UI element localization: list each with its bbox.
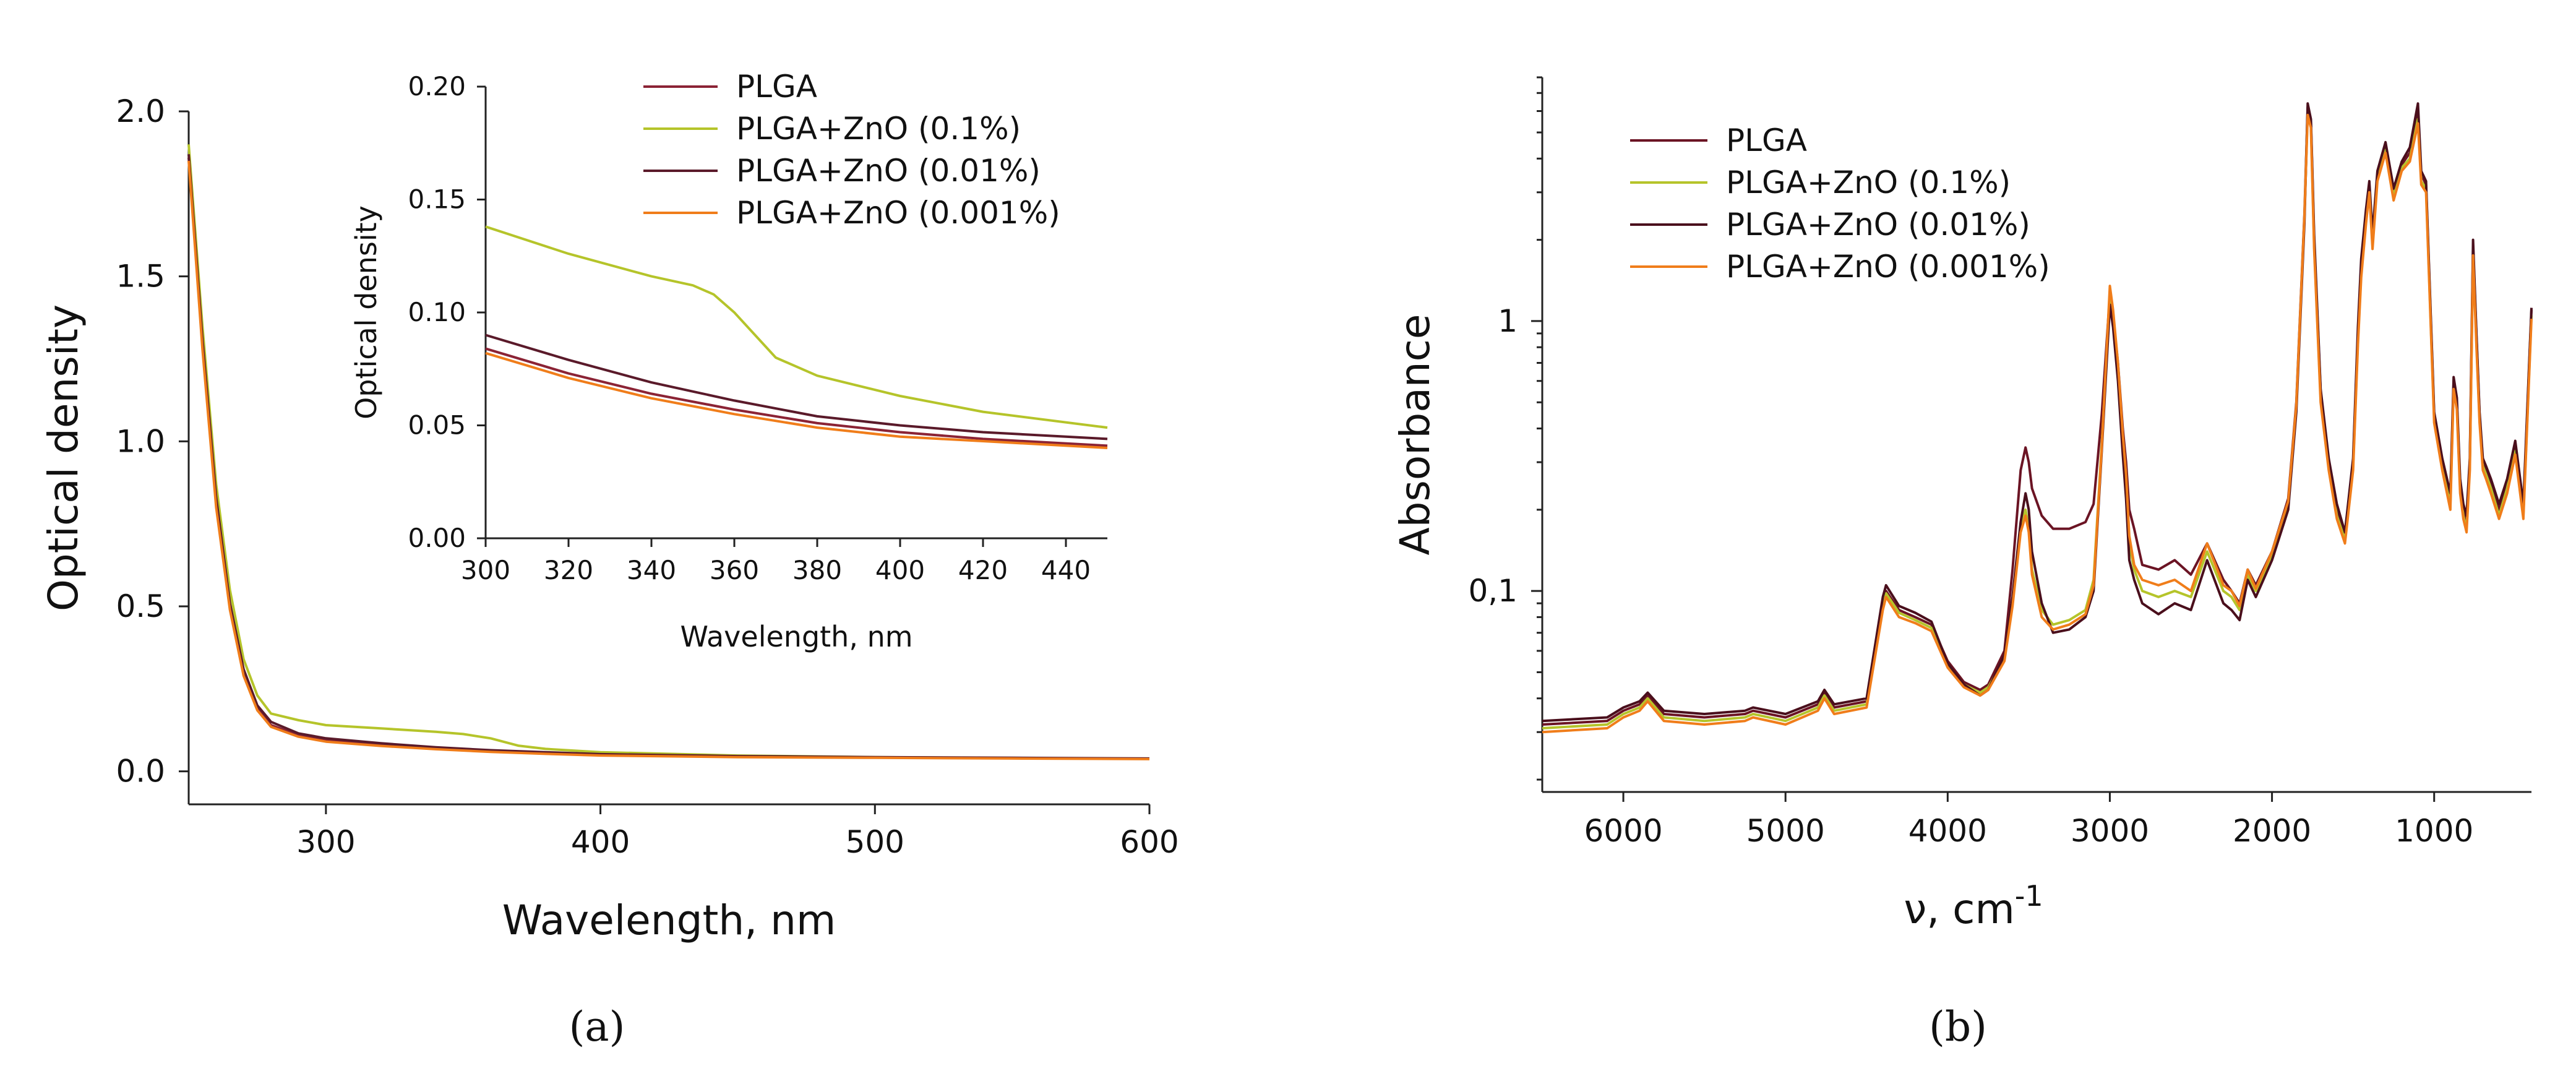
panel-b-axes: 0,1 1 6000 5000 4000 3000 2000 1000 ν, cm-1 Absor… <box>1391 76 2531 933</box>
panel-b-x-tick-label: 3000 <box>2071 813 2149 849</box>
panel-a-label: (a) <box>569 1003 625 1051</box>
panel-a-inset-x-tick-label: 440 <box>1041 555 1091 585</box>
panel-b-x-tick-label: 5000 <box>1746 813 1825 849</box>
panel-a-inset-x-tick-label: 420 <box>958 555 1008 585</box>
panel-a-inset-series-line-1 <box>485 225 1108 429</box>
panel-b-legend: PLGA PLGA+ZnO (0.1%) PLGA+ZnO (0.01%) PLGA+… <box>1630 123 2050 285</box>
panel-b-legend-label: PLGA+ZnO (0.001%) <box>1726 249 2050 285</box>
panel-a-x-tick-label: 600 <box>1120 824 1179 860</box>
panel-a-main-series <box>187 144 1150 760</box>
panel-a-inset-x-tick-label: 380 <box>792 555 842 585</box>
panel-b-x-tick-label: 6000 <box>1584 813 1662 849</box>
panel-b-x-axis-title: ν, cm-1 <box>1904 879 2043 933</box>
panel-a-y-tick-label: 0.5 <box>116 588 165 624</box>
panel-b-x-axis-title-superscript: -1 <box>2015 879 2043 913</box>
panel-a-legend: PLGA PLGA+ZnO (0.1%) PLGA+ZnO (0.01%) PLGA+… <box>643 69 1060 231</box>
panel-a-legend-label: PLGA+ZnO (0.01%) <box>736 153 1041 189</box>
panel-a-series-line-0 <box>187 157 1150 760</box>
panel-a-legend-label: PLGA+ZnO (0.001%) <box>736 195 1060 231</box>
panel-b-series <box>1542 102 2533 734</box>
panel-a-y-tick-label: 1.0 <box>116 423 165 459</box>
panel-a-inset-y-tick-label: 0.20 <box>408 71 466 101</box>
panel-a-inset-axes: 0.00 0.05 0.10 0.15 0.20 300 320 340 360 380 400 42… <box>350 71 1107 653</box>
panel-a-inset-y-tick-label: 0.10 <box>408 297 466 327</box>
panel-a-x-tick-label: 500 <box>846 824 904 860</box>
panel-b-x-tick-label: 1000 <box>2395 813 2473 849</box>
panel-a-inset-x-axis-title: Wavelength, nm <box>680 620 912 653</box>
panel-a-x-axis-title: Wavelength, nm <box>502 897 836 944</box>
panel-b-x-tick-label: 4000 <box>1908 813 1987 849</box>
panel-b-x-tick-label: 2000 <box>2233 813 2311 849</box>
panel-a-y-tick-label: 1.5 <box>116 259 165 295</box>
panel-a-x-tick-label: 300 <box>296 824 355 860</box>
panel-a-inset-y-tick-label: 0.05 <box>408 410 466 441</box>
panel-a-inset-x-tick-label: 300 <box>461 555 510 585</box>
panel-a-legend-label: PLGA <box>736 69 817 105</box>
panel-a-y-tick-label: 0.0 <box>116 754 165 789</box>
panel-a-inset-series-line-2 <box>485 333 1108 441</box>
panel-a-x-tick-label: 400 <box>571 824 630 860</box>
panel-a-inset-y-axis-title: Optical density <box>350 205 383 419</box>
panel-a-series-line-1 <box>187 144 1150 760</box>
panel-b-legend-label: PLGA <box>1726 123 1807 158</box>
panel-b-y-tick-label: 1 <box>1498 303 1518 339</box>
panel-a-series-line-2 <box>187 154 1150 760</box>
panel-b-legend-label: PLGA+ZnO (0.1%) <box>1726 165 2011 200</box>
panel-a-inset-x-tick-label: 360 <box>710 555 759 585</box>
panel-b-label: (b) <box>1929 1003 1987 1051</box>
panel-a-inset-x-tick-label: 400 <box>875 555 925 585</box>
panel-a-legend-label: PLGA+ZnO (0.1%) <box>736 111 1021 147</box>
panel-a-main-axes: 0.0 0.5 1.0 1.5 2.0 300 400 500 600 Wavelength, n… <box>40 93 1179 944</box>
panel-b-series-line-1 <box>1542 110 2533 729</box>
panel-b-x-axis-title-main: ν, cm <box>1904 885 2014 933</box>
panel-b-series-line-0 <box>1542 106 2533 726</box>
panel-b-y-tick-label: 0,1 <box>1468 573 1518 609</box>
panel-b-chart: 0,1 1 6000 5000 4000 3000 2000 1000 ν, cm-1 Absor… <box>1391 76 2533 1051</box>
panel-a-y-axis-title: Optical density <box>40 304 87 611</box>
panel-a-chart: 0.0 0.5 1.0 1.5 2.0 300 400 500 600 Wavelength, n… <box>40 69 1179 1051</box>
panel-a-inset-x-tick-label: 320 <box>544 555 593 585</box>
panel-a-inset-y-tick-label: 0.00 <box>408 523 466 553</box>
panel-a-inset-series <box>485 225 1108 449</box>
panel-a-inset-series-line-0 <box>485 347 1108 447</box>
panel-b-y-axis-title: Absorbance <box>1391 314 1439 555</box>
panel-a-inset-x-tick-label: 340 <box>627 555 676 585</box>
panel-a-inset-y-tick-label: 0.15 <box>408 184 466 215</box>
panel-a-inset-series-line-3 <box>485 351 1108 449</box>
panel-b-series-line-2 <box>1542 102 2533 723</box>
panel-a-series-line-3 <box>187 160 1150 760</box>
panel-a-y-tick-label: 2.0 <box>116 93 165 129</box>
panel-b-series-line-3 <box>1542 113 2533 734</box>
panel-b-legend-label: PLGA+ZnO (0.01%) <box>1726 207 2030 243</box>
